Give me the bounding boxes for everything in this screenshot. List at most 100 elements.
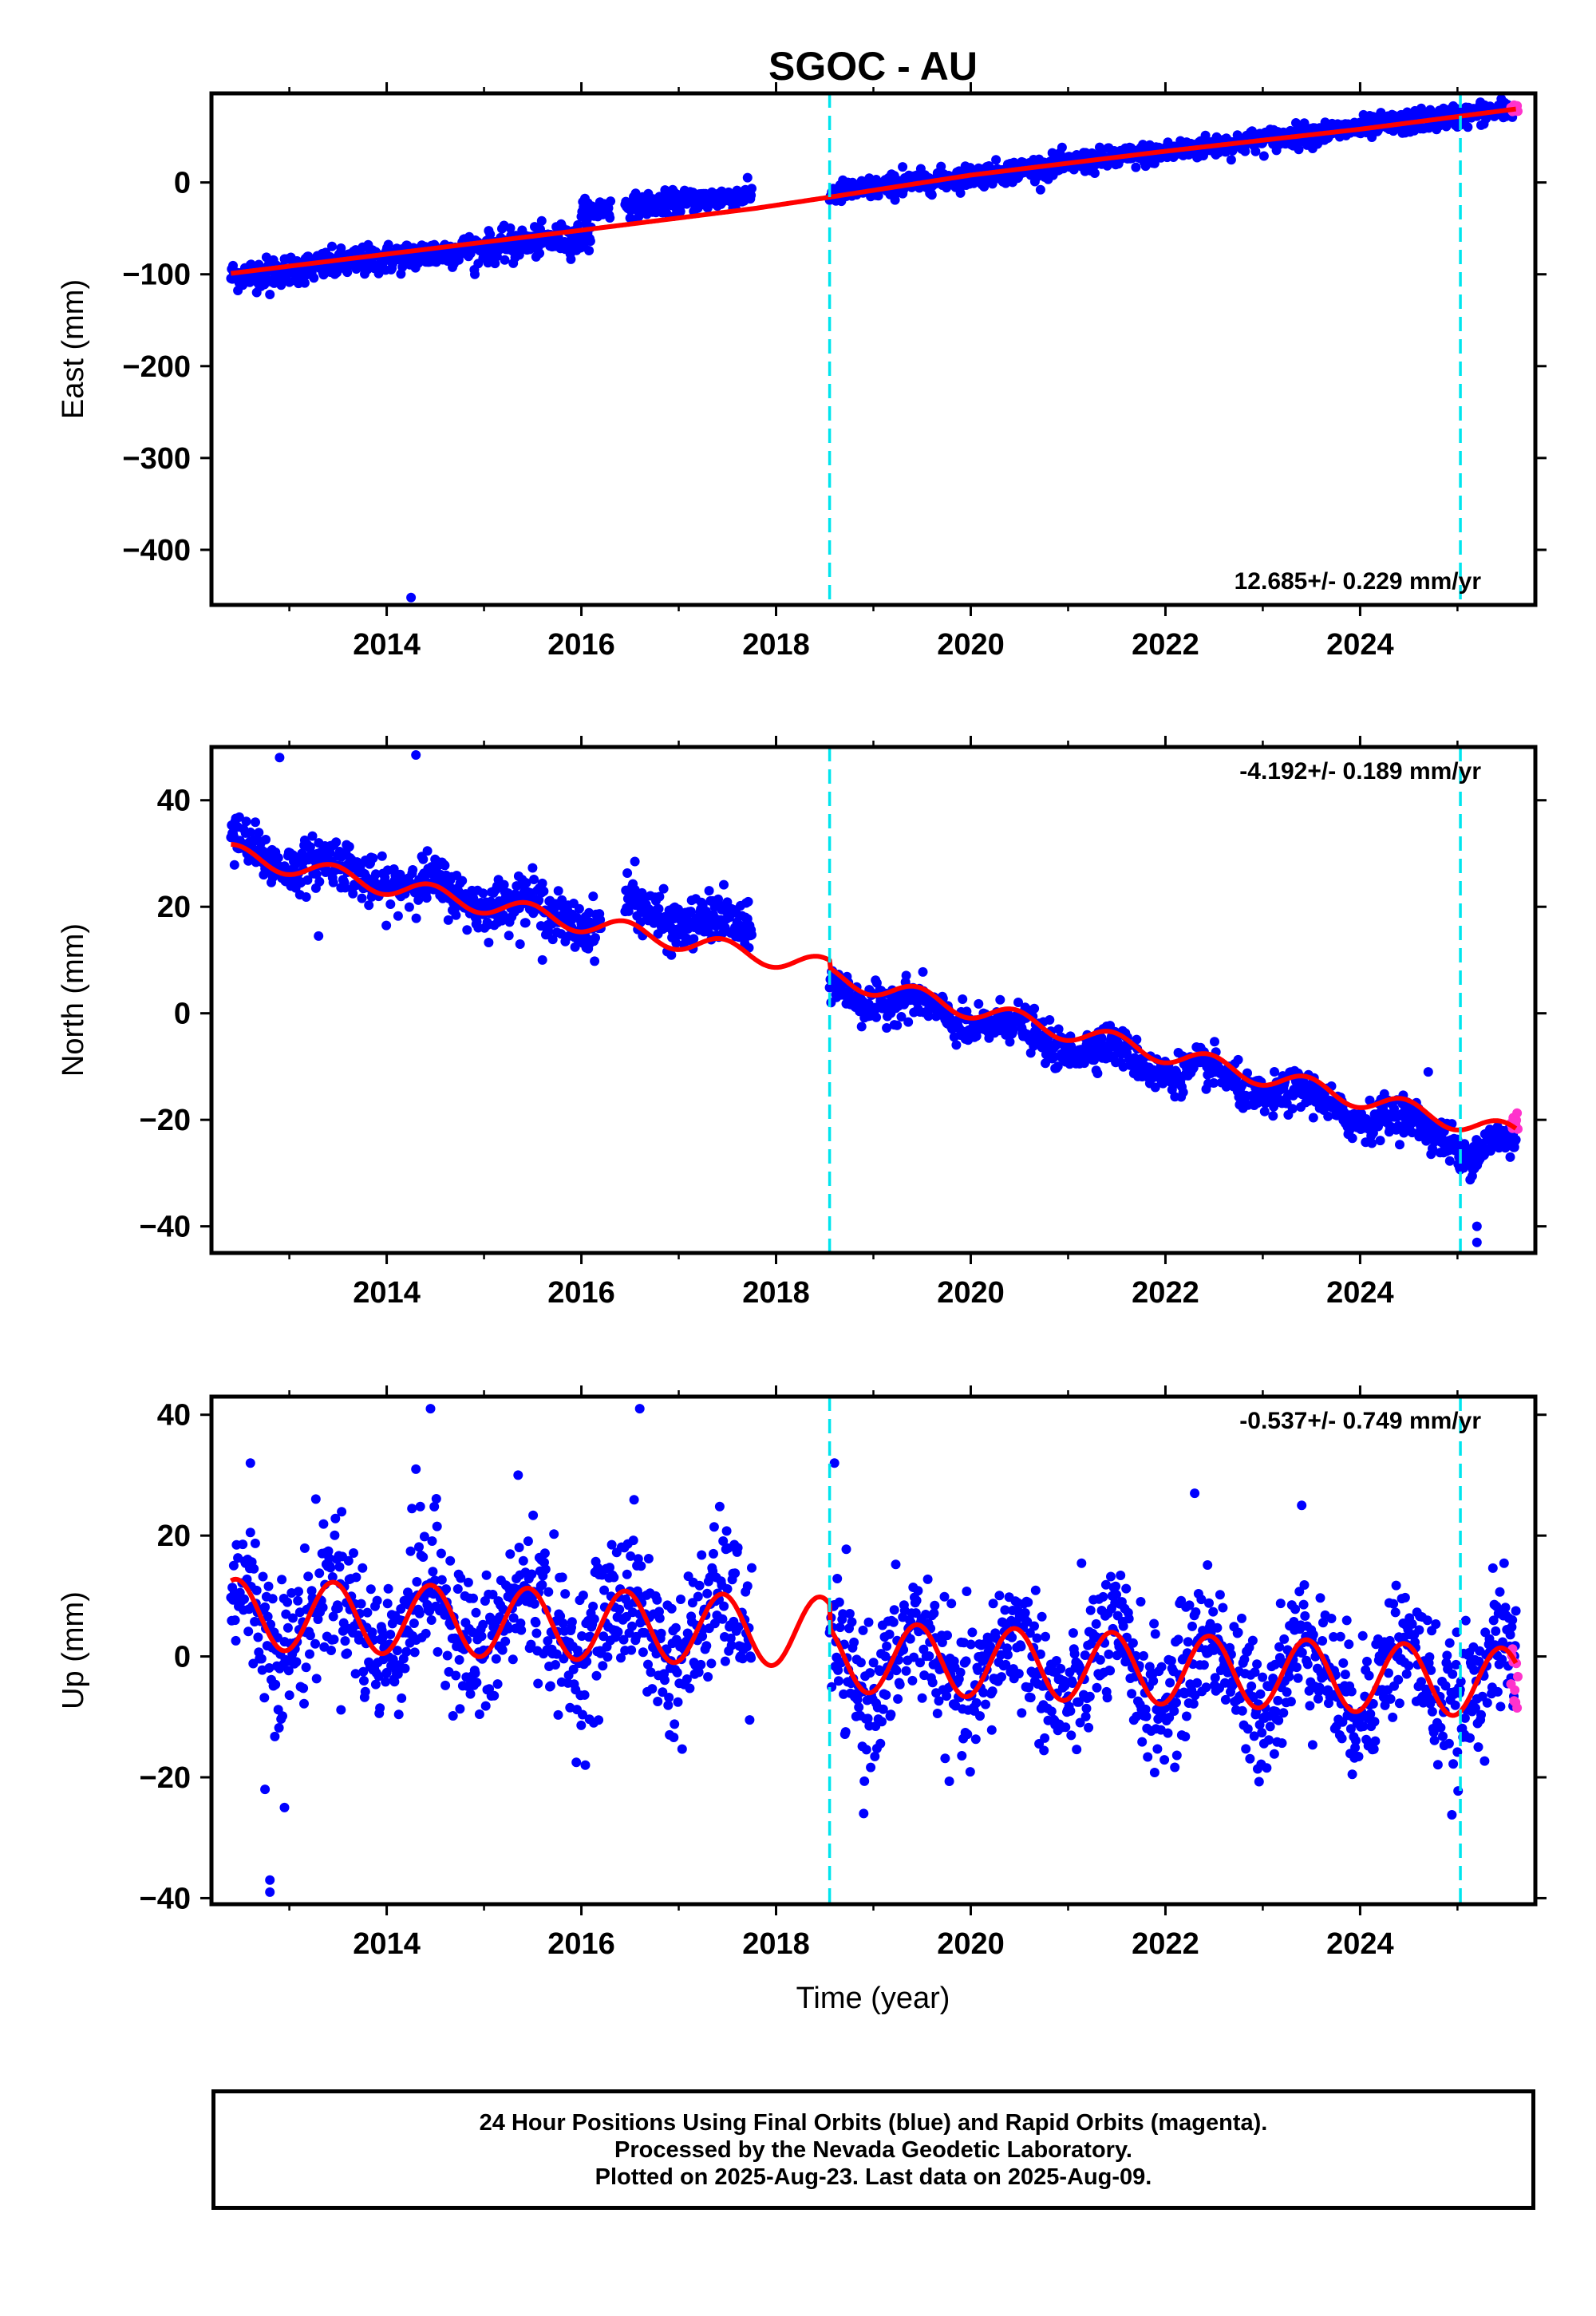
up-final-point — [1279, 1634, 1290, 1644]
north-final-point — [537, 878, 547, 888]
up-final-point — [1180, 1732, 1191, 1741]
up-final-point — [701, 1641, 712, 1651]
up-final-point — [1106, 1571, 1116, 1582]
north-final-point — [443, 915, 453, 925]
north-final-point — [901, 970, 911, 981]
up-final-point — [1239, 1654, 1250, 1665]
east-x-tick-label: 2016 — [547, 628, 615, 662]
up-final-point — [628, 1535, 638, 1546]
north-final-point — [451, 910, 461, 920]
up-final-point — [924, 1651, 934, 1662]
up-final-point — [745, 1715, 755, 1725]
up-final-point — [1024, 1682, 1034, 1693]
up-final-point — [1254, 1777, 1264, 1787]
up-final-point — [1252, 1659, 1262, 1670]
up-final-point — [474, 1709, 484, 1719]
up-final-point — [350, 1669, 361, 1679]
up-final-point — [1000, 1605, 1010, 1615]
north-model-curve — [230, 842, 1518, 1132]
up-final-point — [946, 1599, 957, 1609]
north-final-point — [344, 841, 354, 852]
east-x-tick-label: 2018 — [742, 628, 810, 662]
up-final-point — [407, 1504, 417, 1514]
up-final-point — [702, 1588, 713, 1599]
up-final-point — [899, 1645, 909, 1655]
up-final-point — [543, 1587, 554, 1597]
up-final-point — [580, 1760, 591, 1770]
north-final-point — [314, 876, 325, 887]
up-final-point — [577, 1631, 587, 1641]
up-final-point — [476, 1631, 487, 1642]
up-final-point — [299, 1698, 309, 1709]
up-final-point — [647, 1684, 658, 1694]
north-final-point — [918, 966, 928, 977]
north-final-point — [418, 854, 429, 864]
up-final-point — [629, 1495, 639, 1505]
up-final-point — [326, 1563, 336, 1573]
up-final-point — [492, 1679, 503, 1690]
north-final-point — [421, 893, 432, 903]
up-final-point — [1196, 1595, 1207, 1605]
up-final-point — [1002, 1650, 1013, 1660]
up-final-point — [1116, 1571, 1126, 1580]
east-x-tick-label: 2020 — [937, 628, 1005, 662]
up-final-point — [468, 1593, 478, 1603]
east-final-point — [1258, 151, 1269, 161]
up-final-point — [834, 1597, 844, 1607]
north-final-point — [484, 938, 494, 947]
up-final-point — [1187, 1621, 1197, 1631]
up-final-point — [337, 1507, 347, 1517]
up-final-point — [1046, 1706, 1057, 1717]
up-final-point — [1203, 1560, 1213, 1570]
up-final-point — [504, 1623, 514, 1634]
north-final-point — [892, 1020, 903, 1030]
up-final-point — [448, 1711, 458, 1721]
north-final-point — [666, 950, 677, 960]
east-final-point — [536, 215, 547, 226]
up-final-point — [840, 1727, 851, 1737]
up-final-point — [488, 1590, 498, 1599]
up-final-point — [430, 1575, 440, 1586]
north-x-tick-label: 2014 — [353, 1276, 421, 1310]
up-final-point — [1245, 1753, 1255, 1764]
up-final-point — [622, 1569, 632, 1579]
north-final-point — [654, 891, 665, 902]
up-final-point — [282, 1597, 293, 1607]
up-final-point — [571, 1757, 582, 1768]
east-x-tick-label: 2014 — [353, 628, 421, 662]
north-final-point — [1268, 1111, 1278, 1121]
up-final-point — [618, 1634, 629, 1645]
up-final-point — [741, 1642, 752, 1652]
up-final-point — [894, 1654, 903, 1665]
north-final-point — [689, 934, 699, 944]
up-final-point — [333, 1603, 343, 1614]
up-final-point — [553, 1709, 563, 1720]
up-final-point — [718, 1536, 729, 1546]
up-final-point — [452, 1584, 463, 1594]
north-final-point — [553, 886, 563, 896]
east-final-point — [1149, 158, 1159, 168]
east-final-point — [566, 254, 576, 264]
north-final-point — [1178, 1087, 1188, 1097]
north-final-point — [1209, 1078, 1219, 1088]
up-final-point — [271, 1679, 281, 1690]
up-final-point — [419, 1531, 429, 1542]
up-final-point — [656, 1628, 666, 1638]
up-final-point — [349, 1548, 358, 1558]
up-final-point — [889, 1605, 899, 1615]
up-final-point — [725, 1633, 736, 1643]
north-final-point — [1367, 1138, 1377, 1148]
up-final-point — [660, 1675, 670, 1686]
up-final-point — [599, 1585, 610, 1595]
up-final-point — [907, 1675, 918, 1686]
up-final-point — [508, 1613, 519, 1623]
up-final-point — [1025, 1628, 1035, 1638]
up-final-point — [1098, 1591, 1108, 1602]
up-final-point — [293, 1595, 303, 1606]
up-final-point — [299, 1543, 310, 1553]
up-final-point — [1249, 1731, 1259, 1741]
north-final-point — [408, 865, 418, 875]
up-final-point — [1171, 1750, 1182, 1761]
north-velocity-label: -4.192+/- 0.189 mm/yr — [1239, 758, 1481, 785]
